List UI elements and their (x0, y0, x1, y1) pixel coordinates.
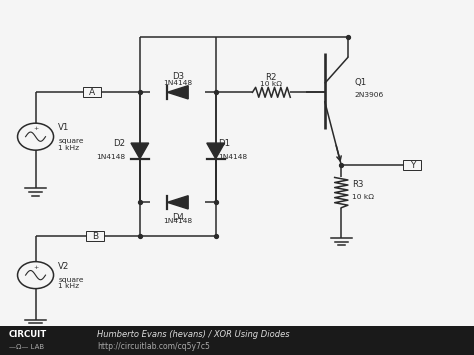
Text: R2: R2 (265, 73, 277, 82)
Text: http://circuitlab.com/cq5y7c5: http://circuitlab.com/cq5y7c5 (97, 342, 210, 351)
Polygon shape (167, 86, 188, 99)
Text: D2: D2 (113, 139, 126, 148)
Text: D1: D1 (218, 139, 230, 148)
Text: +: + (33, 264, 38, 269)
Text: A: A (90, 88, 95, 97)
Text: —Ω— LAB: —Ω— LAB (9, 344, 44, 350)
Text: R3: R3 (352, 180, 363, 189)
Text: 2N3906: 2N3906 (354, 92, 383, 98)
Text: Humberto Evans (hevans) / XOR Using Diodes: Humberto Evans (hevans) / XOR Using Diod… (97, 329, 290, 339)
Text: 1 kHz: 1 kHz (58, 283, 80, 289)
Text: 1N4148: 1N4148 (97, 154, 126, 160)
Text: Q1: Q1 (354, 78, 366, 87)
Text: square: square (58, 138, 84, 144)
Text: 1N4148: 1N4148 (163, 218, 192, 224)
Text: D3: D3 (172, 72, 184, 81)
FancyBboxPatch shape (83, 87, 101, 97)
Text: square: square (58, 277, 84, 283)
FancyBboxPatch shape (403, 160, 421, 170)
Text: B: B (92, 231, 98, 241)
Text: +: + (33, 126, 38, 131)
Text: 1N4148: 1N4148 (163, 80, 192, 86)
Bar (0, 326, 474, 355)
Polygon shape (167, 196, 188, 209)
Text: Y: Y (410, 160, 415, 170)
Polygon shape (207, 143, 225, 159)
Text: 10 kΩ: 10 kΩ (352, 194, 374, 200)
Text: V2: V2 (58, 262, 70, 271)
Text: 10 kΩ: 10 kΩ (260, 81, 283, 87)
Text: D4: D4 (172, 213, 184, 222)
Text: V1: V1 (58, 124, 70, 132)
Text: CIRCUIT: CIRCUIT (9, 329, 47, 339)
Text: 1 kHz: 1 kHz (58, 145, 80, 151)
FancyBboxPatch shape (86, 231, 104, 241)
Text: 1N4148: 1N4148 (218, 154, 247, 160)
Polygon shape (131, 143, 149, 159)
